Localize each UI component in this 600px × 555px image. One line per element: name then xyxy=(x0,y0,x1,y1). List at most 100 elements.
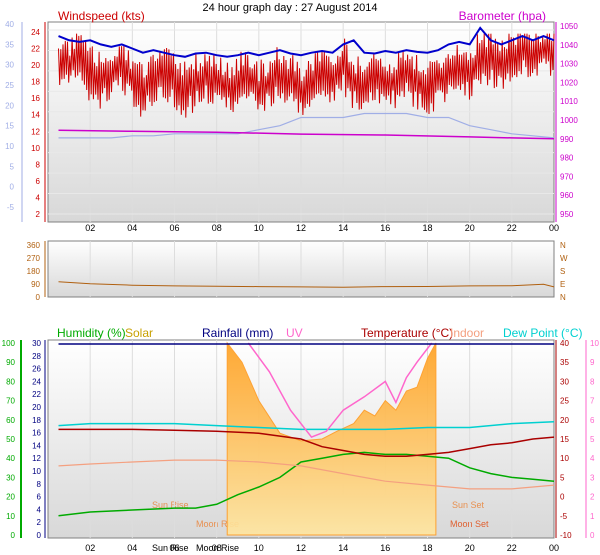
legend-rainfall: Rainfall (mm) xyxy=(202,326,273,340)
rainfall-tick: 26 xyxy=(32,365,41,374)
uv-tick: 3 xyxy=(590,473,595,482)
barometer-tick: 950 xyxy=(560,210,574,219)
wind-tick: 4 xyxy=(36,194,41,203)
uv-tick: 9 xyxy=(590,358,595,367)
compass-label: E xyxy=(560,280,565,289)
rainfall-tick: 10 xyxy=(32,467,41,476)
time-tick-label: 22 xyxy=(507,223,517,233)
time-tick-label: 00 xyxy=(549,543,559,553)
time-tick-label: 14 xyxy=(338,543,348,553)
temperature-tick: 15 xyxy=(560,435,569,444)
sunrise-time-label: Sun Rise xyxy=(152,543,189,553)
moonrise-annotation: Moon Rise xyxy=(196,519,239,529)
temperature-tick: 35 xyxy=(560,358,569,367)
legend-temperature: Temperature (°C) xyxy=(361,326,453,340)
time-tick-label: 04 xyxy=(127,223,137,233)
humidity-tick: 40 xyxy=(6,454,15,463)
legend-dewpoint: Dew Point (°C) xyxy=(503,326,582,340)
time-tick-label: 20 xyxy=(465,223,475,233)
moonrise-time-label: Moon Rise xyxy=(196,543,239,553)
time-tick-label: 06 xyxy=(169,223,179,233)
rainfall-tick: 14 xyxy=(32,441,41,450)
wind-outer-tick: 20 xyxy=(5,101,14,110)
time-tick-label: 16 xyxy=(380,223,390,233)
wind-outer-tick: 35 xyxy=(5,40,14,49)
barometer-tick: 1020 xyxy=(560,78,578,87)
uv-tick: 4 xyxy=(590,454,595,463)
wind-outer-tick: -5 xyxy=(7,203,15,212)
wind-outer-tick: 10 xyxy=(5,142,14,151)
wind-tick: 12 xyxy=(31,127,40,136)
time-tick-label: 20 xyxy=(465,543,475,553)
faint-series-line xyxy=(58,112,555,139)
time-tick-label: 18 xyxy=(422,223,432,233)
wind-tick: 6 xyxy=(36,177,41,186)
humidity-tick: 30 xyxy=(6,473,15,482)
time-tick-label: 04 xyxy=(127,543,137,553)
rainfall-tick: 8 xyxy=(37,480,42,489)
uv-tick: 6 xyxy=(590,416,595,425)
humidity-line xyxy=(58,451,555,517)
graph-title: 24 hour graph day : 27 August 2014 xyxy=(203,2,378,14)
rainfall-tick: 0 xyxy=(37,531,42,540)
wind-outer-tick: 15 xyxy=(5,122,14,131)
temperature-tick: 30 xyxy=(560,377,569,386)
humidity-tick: 100 xyxy=(2,339,16,348)
barometer-line xyxy=(58,129,555,140)
time-tick-label: 10 xyxy=(254,223,264,233)
uv-tick: 8 xyxy=(590,377,595,386)
time-tick-label: 08 xyxy=(212,223,222,233)
uv-tick: 1 xyxy=(590,512,595,521)
windspeed-avg-line xyxy=(58,26,555,58)
rainfall-tick: 18 xyxy=(32,416,41,425)
wind-outer-tick: 0 xyxy=(10,183,15,192)
rainfall-tick: 20 xyxy=(32,403,41,412)
direction-tick: 180 xyxy=(27,267,41,276)
wind-tick: 14 xyxy=(31,111,40,120)
dewpoint-line xyxy=(58,420,555,431)
uv-tick: 7 xyxy=(590,397,595,406)
uv-tick: 5 xyxy=(590,435,595,444)
barometer-tick: 990 xyxy=(560,135,574,144)
humidity-tick: 90 xyxy=(6,358,15,367)
time-tick-label: 02 xyxy=(85,223,95,233)
barometer-tick: 960 xyxy=(560,191,574,200)
wind-tick: 20 xyxy=(31,61,40,70)
temperature-tick: 0 xyxy=(560,493,565,502)
sunset-annotation: Sun Set xyxy=(452,500,485,510)
temperature-tick: 5 xyxy=(560,473,565,482)
barometer-tick: 980 xyxy=(560,154,574,163)
barometer-tick: 1000 xyxy=(560,116,578,125)
uv-line xyxy=(247,342,433,439)
wind-tick: 24 xyxy=(31,28,40,37)
barometer-tick: 1050 xyxy=(560,22,578,31)
humidity-tick: 0 xyxy=(11,531,16,540)
compass-label: N xyxy=(560,241,566,250)
time-tick-label: 02 xyxy=(85,543,95,553)
direction-tick: 0 xyxy=(36,293,41,302)
time-tick-label: 00 xyxy=(549,223,559,233)
humidity-tick: 80 xyxy=(6,377,15,386)
wind-tick: 2 xyxy=(36,210,41,219)
humidity-tick: 20 xyxy=(6,493,15,502)
wind-direction-line xyxy=(58,281,555,288)
direction-tick: 90 xyxy=(31,280,40,289)
barometer-tick: 1010 xyxy=(560,97,578,106)
temperature-line xyxy=(58,428,555,458)
direction-tick: 360 xyxy=(27,241,41,250)
wind-tick: 22 xyxy=(31,45,40,54)
barometer-tick: 1040 xyxy=(560,41,578,50)
rainfall-tick: 24 xyxy=(32,377,41,386)
rainfall-tick: 16 xyxy=(32,429,41,438)
uv-tick: 0 xyxy=(590,531,595,540)
legend-indoor: Indoor xyxy=(450,326,484,340)
time-tick-label: 14 xyxy=(338,223,348,233)
legend-humidity: Humidity (%) xyxy=(57,326,126,340)
temperature-tick: -10 xyxy=(560,531,572,540)
wind-tick: 10 xyxy=(31,144,40,153)
time-tick-label: 08 xyxy=(212,543,222,553)
temperature-tick: -5 xyxy=(560,512,568,521)
wind-outer-tick: 30 xyxy=(5,61,14,70)
direction-tick: 270 xyxy=(27,254,41,263)
